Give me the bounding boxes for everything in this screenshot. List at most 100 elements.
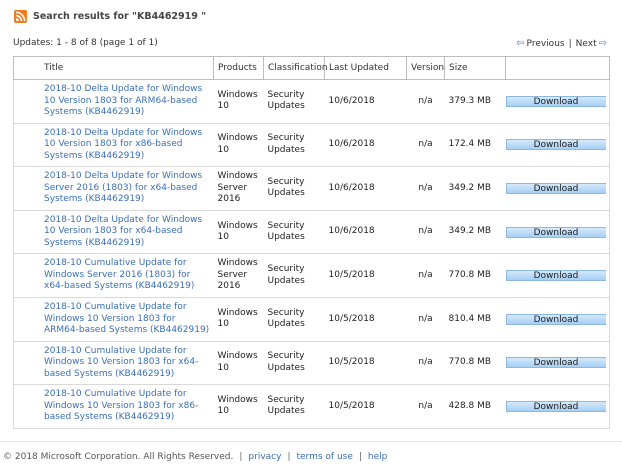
download-button[interactable]: Download xyxy=(505,226,606,238)
classification-cell: Security Updates xyxy=(263,79,325,124)
help-link[interactable]: help xyxy=(367,452,388,462)
table-row: 2018-10 Cumulative Update for Windows 10… xyxy=(13,297,610,342)
classification-cell: Security Updates xyxy=(263,210,325,255)
update-title-link[interactable]: 2018-10 Cumulative Update for Windows 10… xyxy=(13,341,214,386)
size-cell: 770.8 MB xyxy=(444,341,506,386)
update-title-link[interactable]: 2018-10 Delta Update for Windows 10 Vers… xyxy=(13,79,214,124)
product-cell: Windows 10 xyxy=(213,341,264,386)
column-header-size[interactable]: Size xyxy=(444,56,506,80)
classification-cell: Security Updates xyxy=(263,123,325,168)
update-title-link[interactable]: 2018-10 Cumulative Update for Windows 10… xyxy=(13,297,214,342)
update-title-link[interactable]: 2018-10 Delta Update for Windows 10 Vers… xyxy=(13,210,214,255)
product-cell: Windows 10 xyxy=(213,123,264,168)
last-updated-cell: 10/6/2018 xyxy=(324,123,407,168)
download-button[interactable]: Download xyxy=(505,357,606,369)
classification-cell: Security Updates xyxy=(263,166,325,211)
column-header-products[interactable]: Products xyxy=(213,56,264,80)
size-cell: 349.2 MB xyxy=(444,210,506,255)
product-cell: Windows Server 2016 xyxy=(213,166,264,211)
classification-cell: Security Updates xyxy=(263,253,325,298)
version-cell: n/a xyxy=(406,210,445,255)
version-cell: n/a xyxy=(406,166,445,211)
version-cell: n/a xyxy=(406,79,445,124)
results-table: Title Products Classification Last Updat… xyxy=(13,56,610,429)
classification-cell: Security Updates xyxy=(263,341,325,386)
product-cell: Windows 10 xyxy=(213,384,264,429)
column-header-classification[interactable]: Classification xyxy=(263,56,328,80)
last-updated-cell: 10/6/2018 xyxy=(324,210,407,255)
product-cell: Windows 10 xyxy=(213,210,264,255)
download-button[interactable]: Download xyxy=(505,400,606,412)
footer: © 2018 Microsoft Corporation. All Rights… xyxy=(3,452,387,462)
update-title-link[interactable]: 2018-10 Cumulative Update for Windows Se… xyxy=(13,253,214,298)
next-arrow-icon[interactable]: ⇨ xyxy=(598,38,607,49)
column-header-version[interactable]: Version xyxy=(406,56,445,80)
last-updated-cell: 10/5/2018 xyxy=(324,297,407,342)
table-row: 2018-10 Delta Update for Windows Server … xyxy=(13,166,610,211)
last-updated-cell: 10/6/2018 xyxy=(324,79,407,124)
pagination: ⇦ Previous | Next ⇨ xyxy=(514,38,609,49)
size-cell: 172.4 MB xyxy=(444,123,506,168)
download-cell: Download xyxy=(505,123,610,168)
search-results-title: Search results for "KB4462919 " xyxy=(33,10,207,22)
column-header-title[interactable]: Title xyxy=(13,56,214,80)
download-button[interactable]: Download xyxy=(505,139,606,151)
download-cell: Download xyxy=(505,384,610,429)
update-title-link[interactable]: 2018-10 Delta Update for Windows Server … xyxy=(13,166,214,211)
classification-cell: Security Updates xyxy=(263,297,325,342)
column-header-last-updated[interactable]: Last Updated xyxy=(324,56,407,80)
last-updated-cell: 10/6/2018 xyxy=(324,166,407,211)
table-header-row: Title Products Classification Last Updat… xyxy=(13,56,610,80)
column-header-download xyxy=(505,56,610,80)
download-button[interactable]: Download xyxy=(505,270,606,282)
product-cell: Windows 10 xyxy=(213,297,264,342)
download-cell: Download xyxy=(505,253,610,298)
last-updated-cell: 10/5/2018 xyxy=(324,384,407,429)
terms-of-use-link[interactable]: terms of use xyxy=(296,452,353,462)
download-button[interactable]: Download xyxy=(505,182,606,194)
version-cell: n/a xyxy=(406,297,445,342)
size-cell: 770.8 MB xyxy=(444,253,506,298)
product-cell: Windows Server 2016 xyxy=(213,253,264,298)
table-row: 2018-10 Delta Update for Windows 10 Vers… xyxy=(13,210,610,255)
size-cell: 428.8 MB xyxy=(444,384,506,429)
pager-separator: | xyxy=(568,38,572,49)
table-row: 2018-10 Cumulative Update for Windows Se… xyxy=(13,253,610,298)
footer-separator: | xyxy=(358,452,362,462)
last-updated-cell: 10/5/2018 xyxy=(324,341,407,386)
privacy-link[interactable]: privacy xyxy=(248,452,282,462)
copyright-text: © 2018 Microsoft Corporation. All Rights… xyxy=(3,452,234,462)
footer-separator: | xyxy=(287,452,291,462)
product-cell: Windows 10 xyxy=(213,79,264,124)
previous-link[interactable]: Previous xyxy=(526,38,565,49)
footer-separator: | xyxy=(239,452,243,462)
size-cell: 349.2 MB xyxy=(444,166,506,211)
classification-cell: Security Updates xyxy=(263,384,325,429)
version-cell: n/a xyxy=(406,123,445,168)
table-row: 2018-10 Cumulative Update for Windows 10… xyxy=(13,341,610,386)
download-cell: Download xyxy=(505,210,610,255)
version-cell: n/a xyxy=(406,384,445,429)
update-title-link[interactable]: 2018-10 Delta Update for Windows 10 Vers… xyxy=(13,123,214,168)
download-cell: Download xyxy=(505,297,610,342)
download-cell: Download xyxy=(505,341,610,386)
footer-divider xyxy=(0,441,622,442)
download-cell: Download xyxy=(505,166,610,211)
results-count: Updates: 1 - 8 of 8 (page 1 of 1) xyxy=(13,38,158,48)
previous-arrow-icon[interactable]: ⇦ xyxy=(516,38,525,49)
size-cell: 810.4 MB xyxy=(444,297,506,342)
update-title-link[interactable]: 2018-10 Cumulative Update for Windows 10… xyxy=(13,384,214,429)
download-cell: Download xyxy=(505,79,610,124)
next-link[interactable]: Next xyxy=(575,38,597,49)
table-row: 2018-10 Cumulative Update for Windows 10… xyxy=(13,384,610,429)
table-row: 2018-10 Delta Update for Windows 10 Vers… xyxy=(13,123,610,168)
download-button[interactable]: Download xyxy=(505,313,606,325)
last-updated-cell: 10/5/2018 xyxy=(324,253,407,298)
results-summary: Updates: 1 - 8 of 8 (page 1 of 1) ⇦ Prev… xyxy=(13,38,609,52)
download-button[interactable]: Download xyxy=(505,95,606,107)
rss-feed-icon[interactable] xyxy=(14,9,27,23)
search-header: Search results for "KB4462919 " xyxy=(14,9,206,23)
version-cell: n/a xyxy=(406,253,445,298)
version-cell: n/a xyxy=(406,341,445,386)
table-row: 2018-10 Delta Update for Windows 10 Vers… xyxy=(13,79,610,124)
